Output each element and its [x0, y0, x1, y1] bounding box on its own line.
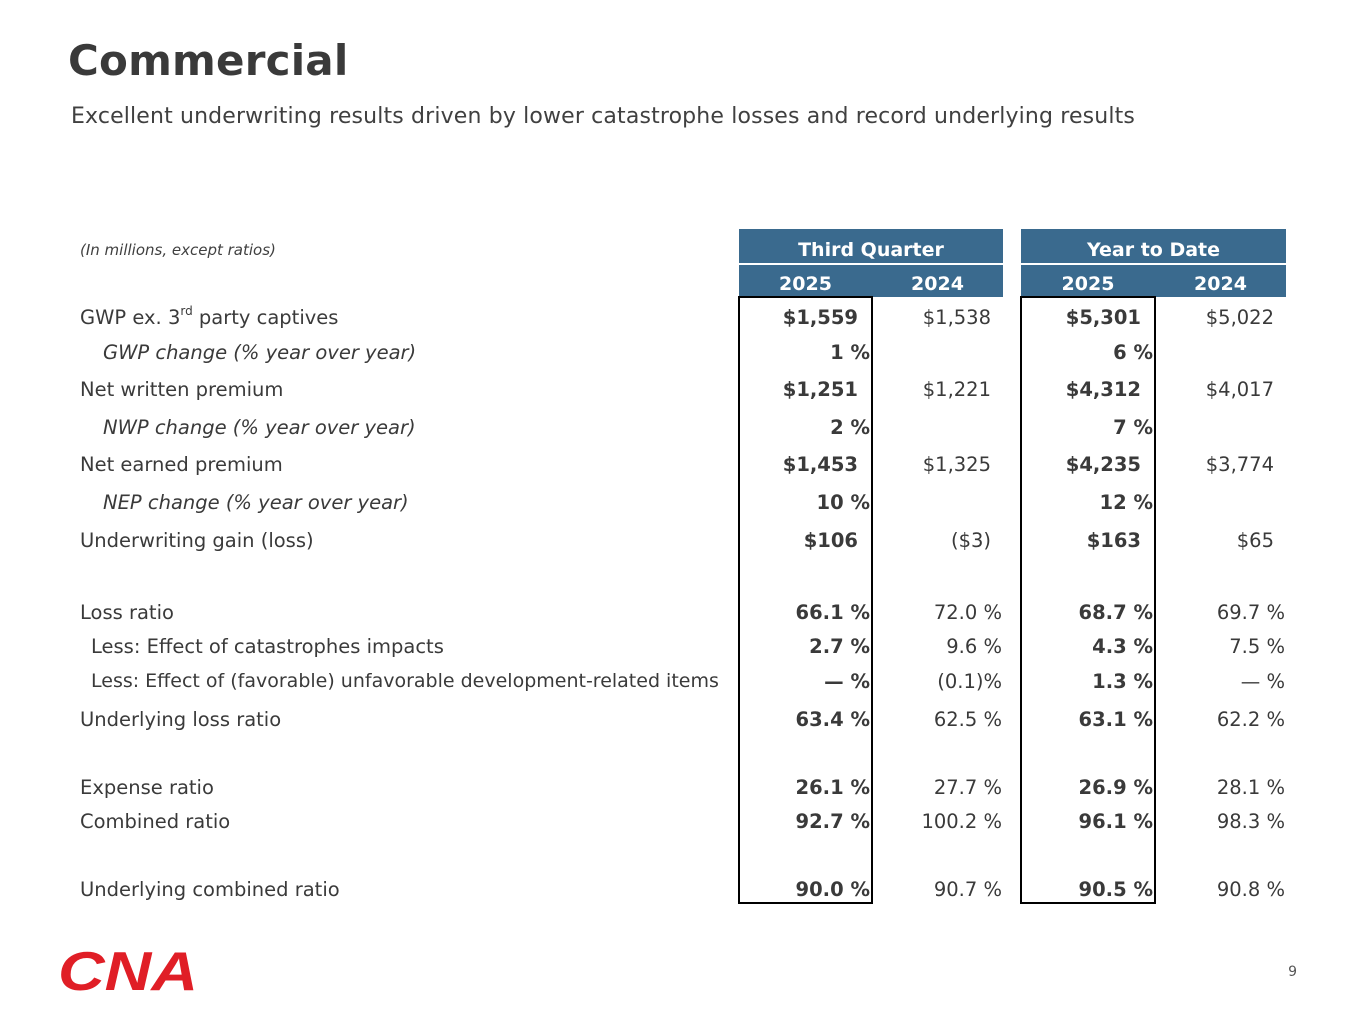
loss-ratio-q25: 66.1 % — [795, 601, 870, 624]
underlying-loss-q24: 62.5 % — [933, 708, 1002, 731]
gwp-change-q25: 1 % — [830, 341, 870, 364]
dev-q25: — % — [824, 670, 870, 693]
nwp-change-q25: 2 % — [830, 416, 870, 439]
q-2025-highlight-box — [738, 296, 873, 904]
combined-y24: 98.3 % — [1216, 810, 1285, 833]
year-to-date-label: Year to Date — [1086, 239, 1221, 261]
nwp-y24: $4,017 — [1205, 378, 1274, 401]
row-label-loss-ratio: Loss ratio — [80, 601, 174, 624]
page-title: Commercial — [68, 36, 349, 85]
gwp-label-prefix: GWP ex. 3 — [80, 306, 181, 329]
gwp-y24: $5,022 — [1205, 306, 1274, 329]
row-label-gwp-change: GWP change (% year over year) — [103, 341, 417, 364]
combined-q24: 100.2 % — [921, 810, 1002, 833]
nep-q24: $1,325 — [922, 453, 991, 476]
underlying-loss-q25: 63.4 % — [795, 708, 870, 731]
row-label-underlying-loss: Underlying loss ratio — [80, 708, 282, 731]
loss-ratio-y25: 68.7 % — [1078, 601, 1153, 624]
row-label-cat: Less: Effect of catastrophes impacts — [91, 635, 444, 658]
underlying-combined-y24: 90.8 % — [1216, 878, 1285, 901]
third-quarter-header: Third Quarter — [739, 229, 1003, 263]
y-2025-highlight-box — [1020, 296, 1156, 904]
cna-logo-text: CNA — [58, 948, 198, 994]
gwp-q24: $1,538 — [922, 306, 991, 329]
y-2024-header: 2024 — [1155, 265, 1286, 297]
uw-gain-y24: $65 — [1236, 529, 1274, 552]
nwp-y25: $4,312 — [1065, 378, 1141, 401]
nep-y24: $3,774 — [1205, 453, 1274, 476]
dev-q24: (0.1)% — [937, 670, 1002, 693]
nep-q25: $1,453 — [782, 453, 858, 476]
nwp-change-y25: 7 % — [1113, 416, 1153, 439]
nep-change-y25: 12 % — [1099, 491, 1153, 514]
y-2024-label: 2024 — [1194, 273, 1247, 295]
row-label-underlying-combined: Underlying combined ratio — [80, 878, 340, 901]
cat-q25: 2.7 % — [809, 635, 870, 658]
row-label-dev: Less: Effect of (favorable) unfavorable … — [91, 670, 719, 692]
expense-q25: 26.1 % — [795, 776, 870, 799]
row-label-expense: Expense ratio — [80, 776, 214, 799]
gwp-label-suffix: party captives — [192, 306, 339, 329]
underlying-combined-q24: 90.7 % — [933, 878, 1002, 901]
nep-y25: $4,235 — [1065, 453, 1141, 476]
cna-logo: CNA — [58, 948, 198, 994]
nwp-q25: $1,251 — [782, 378, 858, 401]
cat-q24: 9.6 % — [946, 635, 1002, 658]
uw-gain-q24: ($3) — [950, 529, 991, 552]
expense-y25: 26.9 % — [1078, 776, 1153, 799]
q-2025-label: 2025 — [779, 273, 832, 295]
row-label-nwp: Net written premium — [80, 378, 284, 401]
uw-gain-y25: $163 — [1086, 529, 1141, 552]
page-subtitle: Excellent underwriting results driven by… — [71, 104, 1136, 129]
expense-y24: 28.1 % — [1216, 776, 1285, 799]
third-quarter-label: Third Quarter — [798, 239, 944, 261]
units-note: (In millions, except ratios) — [80, 241, 276, 259]
row-label-nep-change: NEP change (% year over year) — [103, 491, 409, 514]
combined-q25: 92.7 % — [795, 810, 870, 833]
page-number: 9 — [1288, 964, 1297, 980]
nwp-q24: $1,221 — [922, 378, 991, 401]
row-label-combined: Combined ratio — [80, 810, 231, 833]
cat-y24: 7.5 % — [1229, 635, 1285, 658]
underlying-loss-y24: 62.2 % — [1216, 708, 1285, 731]
gwp-q25: $1,559 — [782, 306, 858, 329]
y-2025-label: 2025 — [1061, 273, 1115, 295]
q-2025-header: 2025 — [739, 265, 872, 297]
nep-change-q25: 10 % — [816, 491, 870, 514]
dev-y24: — % — [1240, 670, 1285, 693]
gwp-change-y25: 6 % — [1113, 341, 1153, 364]
underlying-loss-y25: 63.1 % — [1078, 708, 1153, 731]
combined-y25: 96.1 % — [1078, 810, 1153, 833]
row-label-nwp-change: NWP change (% year over year) — [103, 416, 416, 439]
y-2025-header: 2025 — [1021, 265, 1155, 297]
underlying-combined-y25: 90.5 % — [1078, 878, 1153, 901]
row-label-nep: Net earned premium — [80, 453, 283, 476]
row-label-uw-gain: Underwriting gain (loss) — [80, 529, 314, 552]
q-2024-header: 2024 — [872, 265, 1003, 297]
year-to-date-header: Year to Date — [1021, 229, 1286, 263]
loss-ratio-q24: 72.0 % — [933, 601, 1002, 624]
expense-q24: 27.7 % — [933, 776, 1002, 799]
loss-ratio-y24: 69.7 % — [1216, 601, 1285, 624]
gwp-y25: $5,301 — [1065, 306, 1141, 329]
gwp-label-sup: rd — [180, 304, 193, 318]
cat-y25: 4.3 % — [1092, 635, 1153, 658]
row-label-gwp: GWP ex. 3rd party captives — [80, 304, 339, 329]
dev-y25: 1.3 % — [1092, 670, 1153, 693]
q-2024-label: 2024 — [911, 273, 964, 295]
underlying-combined-q25: 90.0 % — [795, 878, 870, 901]
uw-gain-q25: $106 — [803, 529, 858, 552]
